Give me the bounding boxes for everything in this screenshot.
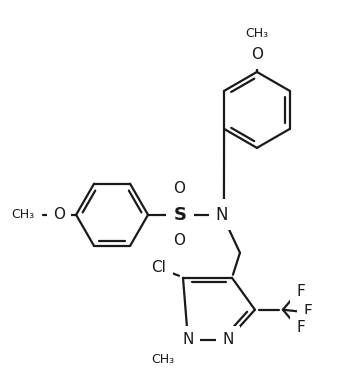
Text: CH₃: CH₃ [151,353,174,366]
Text: N: N [182,332,194,347]
Text: CH₃: CH₃ [245,28,268,40]
Text: O: O [251,47,263,63]
Text: F: F [304,304,312,319]
Text: O: O [173,233,185,248]
Text: N: N [216,206,228,224]
Text: F: F [297,320,305,335]
Text: O: O [53,207,65,222]
Text: CH₃: CH₃ [11,208,34,221]
Text: Cl: Cl [151,260,166,275]
Text: O: O [173,181,185,196]
Text: N: N [222,332,233,347]
Text: F: F [297,284,305,299]
Text: S: S [173,206,186,224]
